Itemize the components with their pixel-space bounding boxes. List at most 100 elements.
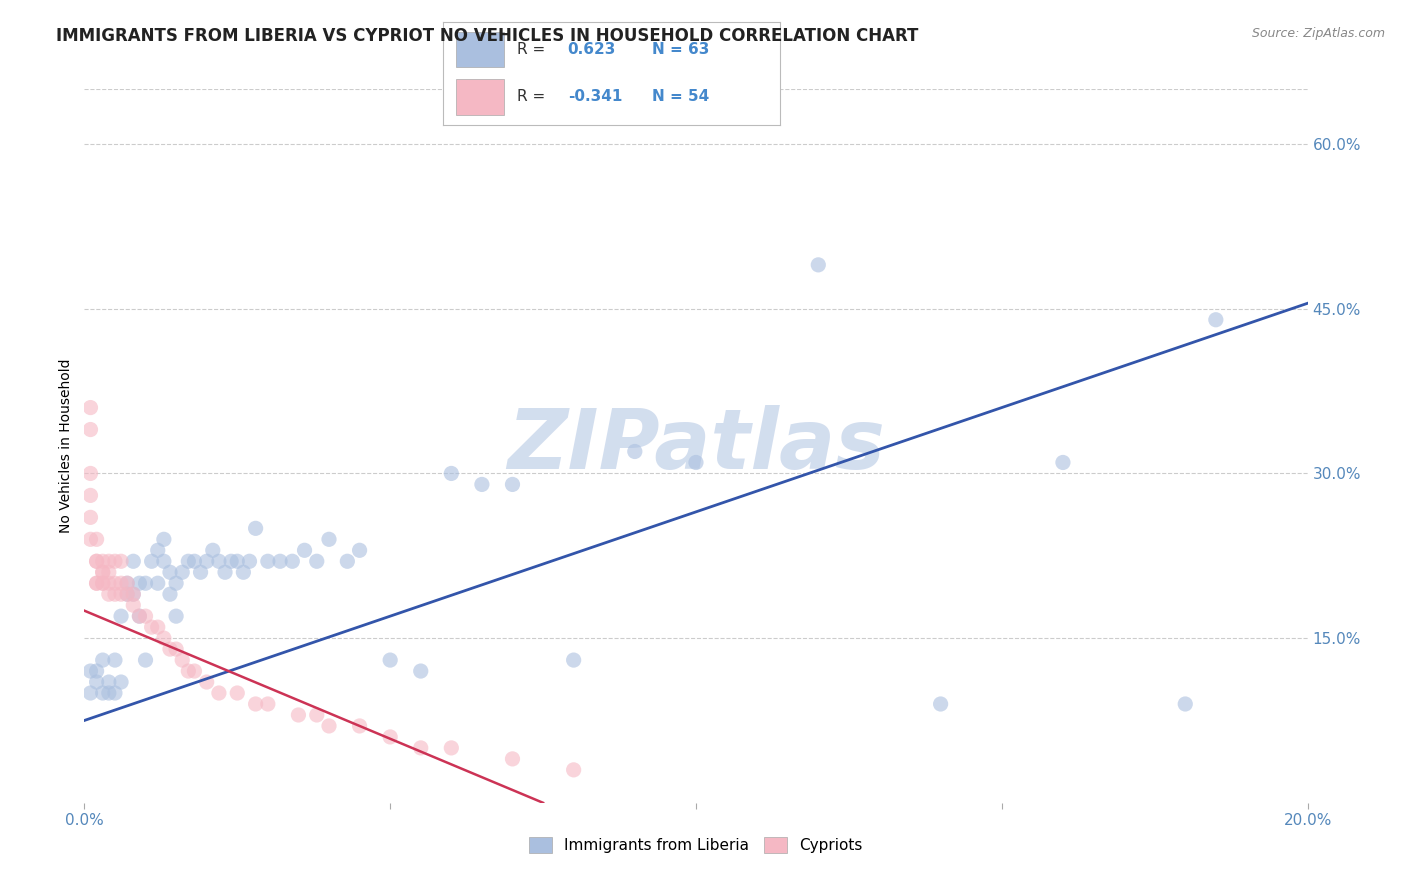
Point: [409, 664, 432, 678]
Point: [190, 566, 212, 580]
Point: [135, 653, 157, 667]
Point: [110, 587, 132, 601]
Point: [219, 554, 242, 568]
Point: [122, 587, 145, 601]
Point: [257, 554, 280, 568]
Point: [159, 587, 181, 601]
Point: [115, 587, 138, 601]
Point: [159, 642, 181, 657]
Point: [141, 620, 163, 634]
Point: [86, 664, 108, 678]
Point: [201, 543, 224, 558]
Point: [115, 576, 138, 591]
Legend: Immigrants from Liberia, Cypriots: Immigrants from Liberia, Cypriots: [523, 831, 869, 859]
Point: [208, 686, 231, 700]
Point: [97, 675, 120, 690]
Point: [165, 642, 187, 657]
Point: [91, 653, 114, 667]
Point: [195, 554, 218, 568]
Text: R =: R =: [517, 42, 550, 57]
Point: [91, 576, 114, 591]
Point: [685, 455, 707, 469]
Point: [562, 763, 585, 777]
Point: [409, 740, 432, 755]
Point: [122, 554, 145, 568]
Point: [110, 609, 132, 624]
Text: 0.623: 0.623: [568, 42, 616, 57]
Point: [226, 554, 249, 568]
Point: [159, 566, 181, 580]
Point: [349, 719, 371, 733]
Text: R =: R =: [517, 89, 550, 104]
Point: [97, 554, 120, 568]
Point: [502, 752, 524, 766]
Point: [208, 554, 231, 568]
Point: [79, 423, 101, 437]
Point: [135, 609, 157, 624]
Text: N = 63: N = 63: [652, 42, 710, 57]
Point: [86, 675, 108, 690]
Point: [1174, 697, 1197, 711]
Point: [807, 258, 830, 272]
Point: [165, 576, 187, 591]
Point: [294, 543, 316, 558]
Point: [91, 554, 114, 568]
Point: [165, 609, 187, 624]
Point: [110, 675, 132, 690]
Point: [562, 653, 585, 667]
Point: [269, 554, 291, 568]
Point: [79, 686, 101, 700]
Point: [153, 631, 176, 645]
Text: -0.341: -0.341: [568, 89, 621, 104]
Point: [79, 510, 101, 524]
Point: [146, 620, 169, 634]
Point: [287, 708, 309, 723]
Point: [929, 697, 952, 711]
Bar: [457, 78, 503, 114]
Point: [195, 675, 218, 690]
Point: [440, 740, 463, 755]
Point: [214, 566, 236, 580]
Point: [1052, 455, 1074, 469]
Point: [110, 576, 132, 591]
Point: [238, 554, 260, 568]
Point: [380, 653, 402, 667]
Point: [115, 576, 138, 591]
Point: [104, 587, 127, 601]
Point: [115, 587, 138, 601]
Point: [380, 730, 402, 744]
Point: [146, 576, 169, 591]
Point: [245, 697, 267, 711]
Point: [226, 686, 249, 700]
Point: [257, 697, 280, 711]
Point: [471, 477, 494, 491]
Point: [86, 533, 108, 547]
Point: [172, 566, 194, 580]
Text: IMMIGRANTS FROM LIBERIA VS CYPRIOT NO VEHICLES IN HOUSEHOLD CORRELATION CHART: IMMIGRANTS FROM LIBERIA VS CYPRIOT NO VE…: [56, 27, 918, 45]
Point: [79, 467, 101, 481]
Point: [245, 521, 267, 535]
Point: [281, 554, 304, 568]
Point: [86, 576, 108, 591]
Point: [104, 576, 127, 591]
Text: ZIPatlas: ZIPatlas: [508, 406, 884, 486]
Point: [104, 653, 127, 667]
Point: [336, 554, 359, 568]
Point: [128, 609, 150, 624]
Point: [232, 566, 254, 580]
Point: [305, 554, 328, 568]
Point: [97, 576, 120, 591]
Point: [97, 686, 120, 700]
Point: [135, 576, 157, 591]
Point: [146, 543, 169, 558]
Point: [86, 576, 108, 591]
Point: [91, 566, 114, 580]
Point: [305, 708, 328, 723]
Point: [183, 554, 205, 568]
Point: [122, 587, 145, 601]
Point: [79, 533, 101, 547]
Point: [153, 533, 176, 547]
Point: [91, 686, 114, 700]
Point: [86, 554, 108, 568]
Point: [624, 444, 647, 458]
